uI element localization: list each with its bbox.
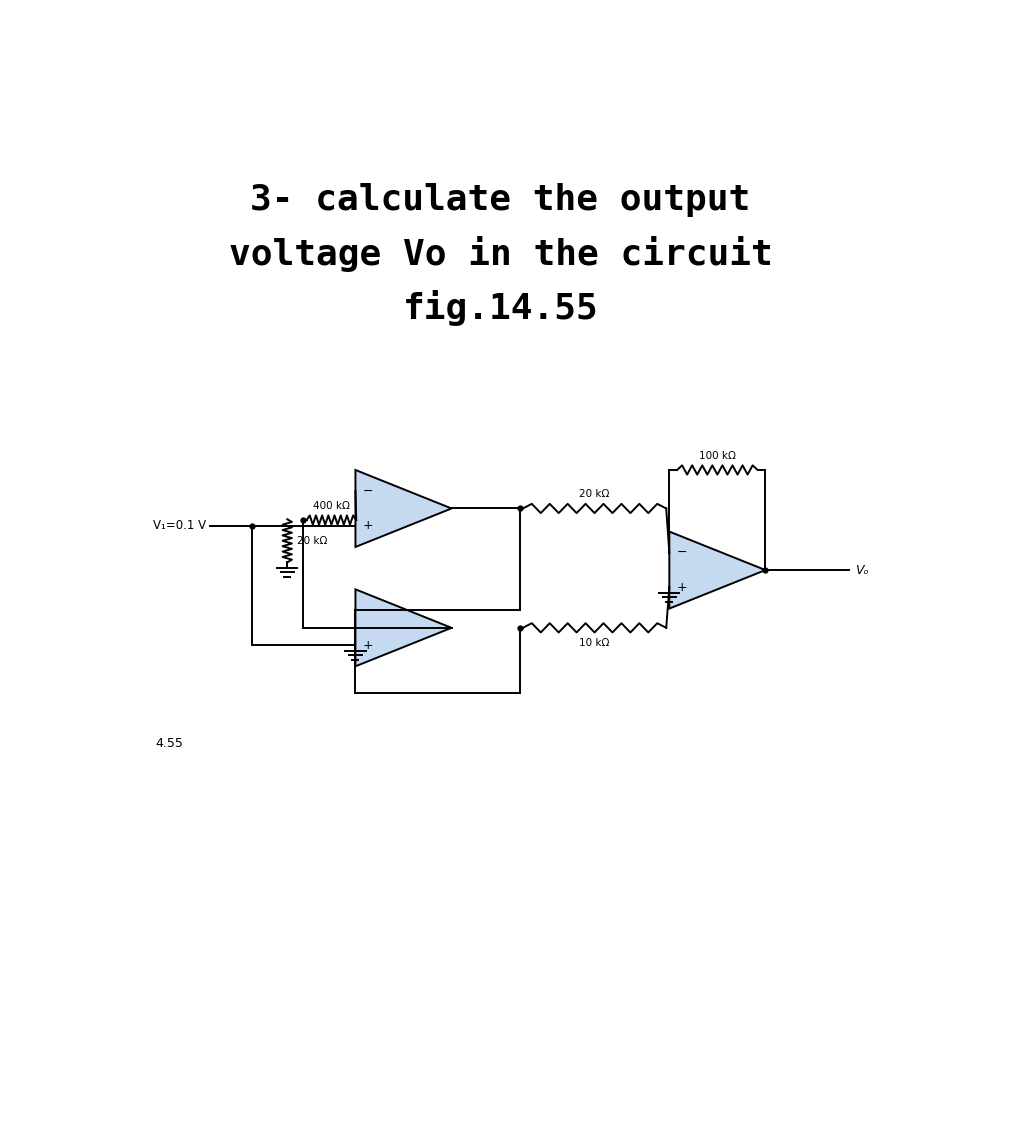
Text: +: +: [677, 580, 687, 594]
Text: V₁=0.1 V: V₁=0.1 V: [153, 519, 205, 533]
Text: 400 kΩ: 400 kΩ: [313, 501, 350, 511]
Text: voltage Vo in the circuit: voltage Vo in the circuit: [228, 237, 772, 272]
Text: 20 kΩ: 20 kΩ: [579, 489, 610, 500]
Text: 20 kΩ: 20 kΩ: [297, 536, 327, 546]
Polygon shape: [355, 470, 452, 547]
Text: −: −: [363, 604, 373, 617]
Text: −: −: [363, 485, 373, 497]
Text: 100 kΩ: 100 kΩ: [699, 451, 735, 461]
Text: 10 kΩ: 10 kΩ: [579, 637, 610, 648]
Text: +: +: [363, 519, 373, 533]
Text: +: +: [363, 638, 373, 652]
Text: 4.55: 4.55: [155, 736, 184, 750]
Text: −: −: [677, 546, 687, 559]
Text: 3- calculate the output: 3- calculate the output: [251, 183, 751, 217]
Text: Vₒ: Vₒ: [854, 563, 868, 577]
Polygon shape: [355, 589, 452, 667]
Polygon shape: [670, 531, 765, 609]
Text: fig.14.55: fig.14.55: [403, 290, 599, 327]
